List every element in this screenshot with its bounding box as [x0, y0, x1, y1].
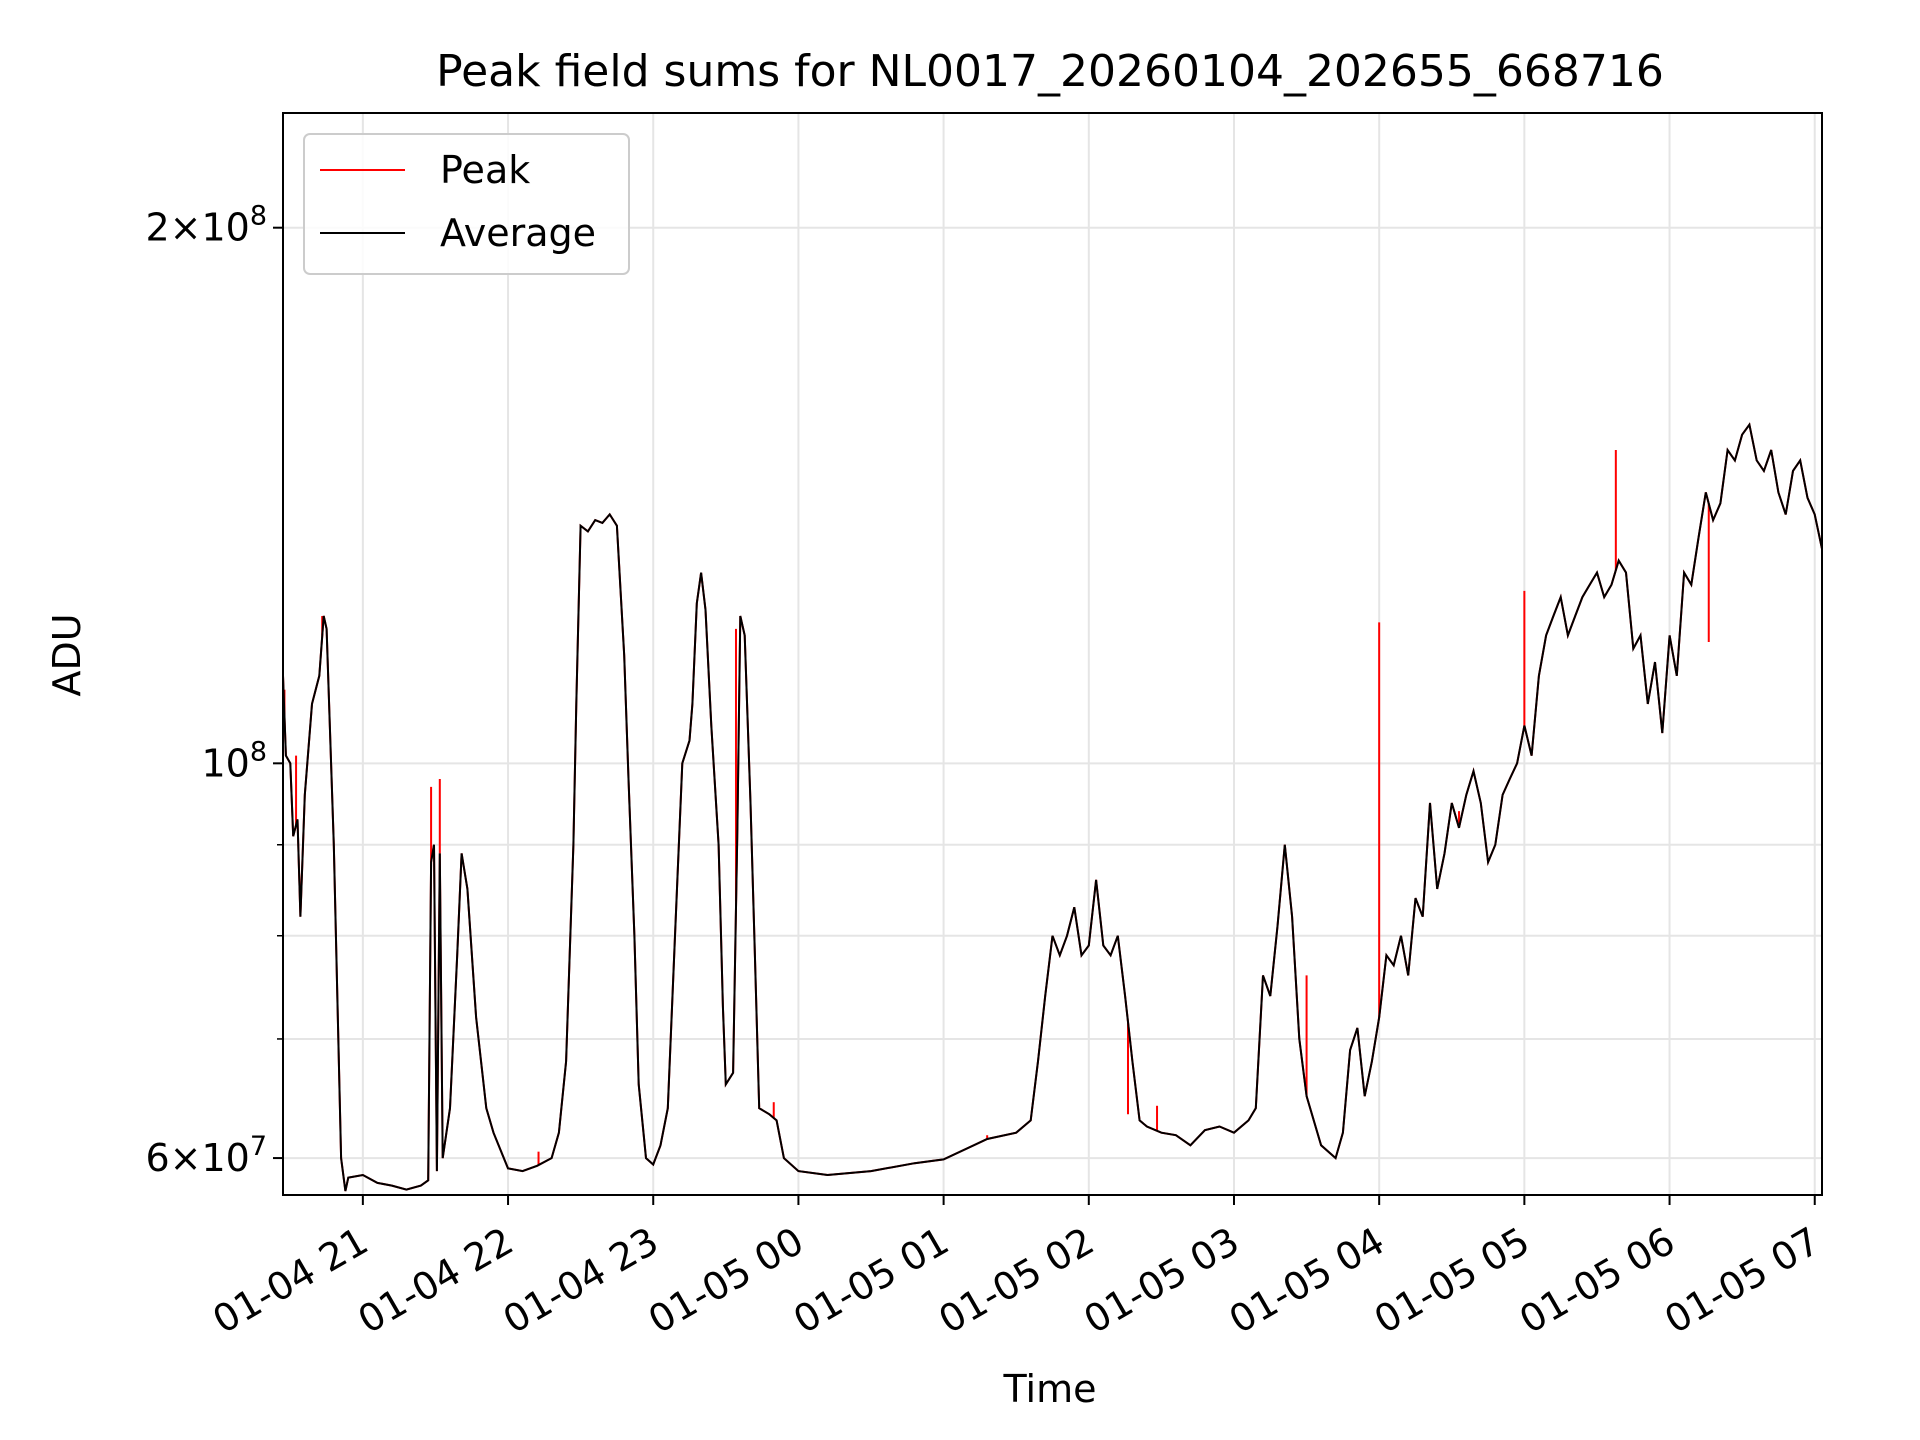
series-line-average	[283, 422, 1822, 1192]
chart-title: Peak field sums for NL0017_20260104_2026…	[436, 46, 1664, 97]
legend-label-peak: Peak	[440, 148, 530, 192]
y-tick-label-2: 2×108	[145, 201, 267, 250]
legend-label-average: Average	[440, 211, 596, 255]
y-tick-label-0: 6×107	[145, 1131, 267, 1180]
y-tick-label-1: 108	[201, 736, 267, 785]
axes-frame	[282, 112, 1823, 1196]
x-axis-label: Time	[1003, 1367, 1097, 1411]
legend: Peak Average	[303, 133, 630, 275]
y-axis-label: ADU	[45, 613, 89, 696]
